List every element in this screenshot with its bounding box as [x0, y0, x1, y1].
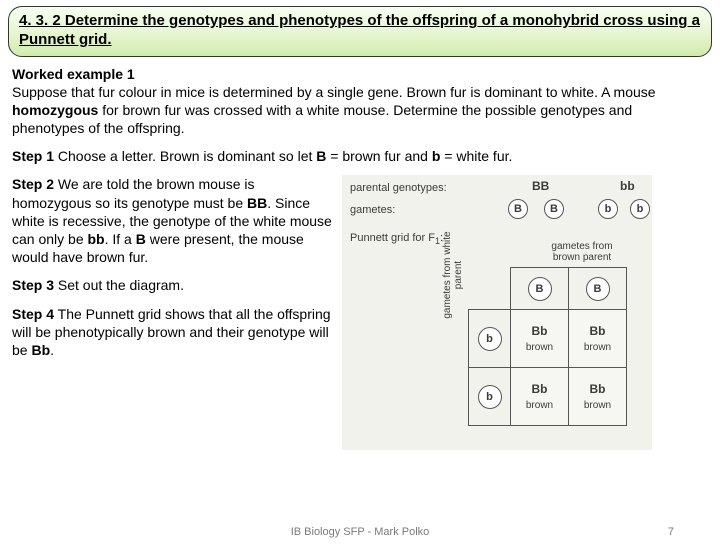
section-header-text: 4. 3. 2 Determine the genotypes and phen… — [19, 12, 700, 48]
intro-text-1: Suppose that fur colour in mice is deter… — [12, 84, 656, 100]
grid-corner — [469, 268, 511, 310]
step2-BB: BB — [247, 195, 267, 211]
diagram-column: parental genotypes: BB bb gametes: B B b… — [342, 175, 708, 450]
pgrid-label-text: Punnett grid for F — [350, 232, 435, 244]
gamete-3: b — [598, 199, 618, 219]
cell-1-0-g: Bb — [511, 382, 568, 398]
cell-0-1: Bb brown — [569, 310, 627, 368]
gamete-4: b — [630, 199, 650, 219]
step1-label: Step 1 — [12, 148, 54, 164]
worked-example-title: Worked example 1 — [12, 66, 135, 82]
step3-text: Set out the diagram. — [54, 277, 184, 293]
cell-0-0: Bb brown — [511, 310, 569, 368]
step4-b: . — [50, 342, 54, 358]
step2-c: . If a — [105, 231, 136, 247]
step3-label: Step 3 — [12, 277, 54, 293]
cell-0-1-g: Bb — [569, 324, 626, 340]
cell-0-1-p: brown — [584, 342, 611, 353]
punnett-diagram: parental genotypes: BB bb gametes: B B b… — [342, 175, 652, 450]
cell-0-0-p: brown — [526, 342, 553, 353]
worked-example-intro: Worked example 1 Suppose that fur colour… — [12, 65, 708, 138]
cell-0-0-g: Bb — [511, 324, 568, 340]
intro-bold: homozygous — [12, 102, 98, 118]
step4-a: The Punnett grid shows that all the offs… — [12, 306, 331, 358]
punnett-grid-label: Punnett grid for F1: — [350, 231, 443, 248]
step4-label: Step 4 — [12, 306, 54, 322]
gamete-1: B — [508, 199, 528, 219]
intro-text-2: for brown fur was crossed with a white m… — [12, 102, 632, 136]
cell-1-0-p: brown — [526, 400, 553, 411]
cell-1-0: Bb brown — [511, 368, 569, 426]
pgrid-sub: 1 — [435, 237, 440, 247]
page-number: 7 — [668, 526, 674, 538]
step1-c: = white fur. — [440, 148, 512, 164]
parent-1-genotype: BB — [532, 179, 549, 195]
footer: IB Biology SFP - Mark Polko 7 — [0, 526, 720, 538]
col-header-2: B — [569, 268, 627, 310]
content-area: Worked example 1 Suppose that fur colour… — [0, 61, 720, 451]
step2-bb: bb — [88, 231, 105, 247]
punnett-grid: B B b Bb brown Bb brown b Bb brown Bb brown — [468, 267, 627, 426]
row-header-1-val: b — [478, 327, 502, 351]
cell-1-1-g: Bb — [569, 382, 626, 398]
section-header: 4. 3. 2 Determine the genotypes and phen… — [8, 6, 712, 57]
parental-genotypes-label: parental genotypes: — [350, 181, 447, 195]
gametes-label: gametes: — [350, 203, 395, 217]
step-4: Step 4 The Punnett grid shows that all t… — [12, 305, 332, 360]
step-3: Step 3 Set out the diagram. — [12, 276, 332, 294]
step4-Bb: Bb — [31, 342, 50, 358]
row-header-1: b — [469, 310, 511, 368]
grid-side-label: gametes from white parent — [442, 225, 464, 325]
step-1: Step 1 Choose a letter. Brown is dominan… — [12, 147, 708, 165]
step2-B: B — [136, 231, 146, 247]
row-header-2-val: b — [478, 385, 502, 409]
col-header-2-val: B — [586, 277, 610, 301]
cell-1-1-p: brown — [584, 400, 611, 411]
parent-2-genotype: bb — [620, 179, 635, 195]
footer-center: IB Biology SFP - Mark Polko — [291, 526, 430, 538]
col-header-1: B — [511, 268, 569, 310]
steps-column: Step 2 We are told the brown mouse is ho… — [12, 175, 332, 369]
row-header-2: b — [469, 368, 511, 426]
gamete-2: B — [544, 199, 564, 219]
step1-a: Choose a letter. Brown is dominant so le… — [54, 148, 316, 164]
step2-label: Step 2 — [12, 176, 54, 192]
step1-B: B — [316, 148, 326, 164]
step1-b: = brown fur and — [326, 148, 431, 164]
step-2: Step 2 We are told the brown mouse is ho… — [12, 175, 332, 266]
cell-1-1: Bb brown — [569, 368, 627, 426]
col-header-1-val: B — [528, 277, 552, 301]
grid-top-label: gametes from brown parent — [542, 241, 622, 263]
